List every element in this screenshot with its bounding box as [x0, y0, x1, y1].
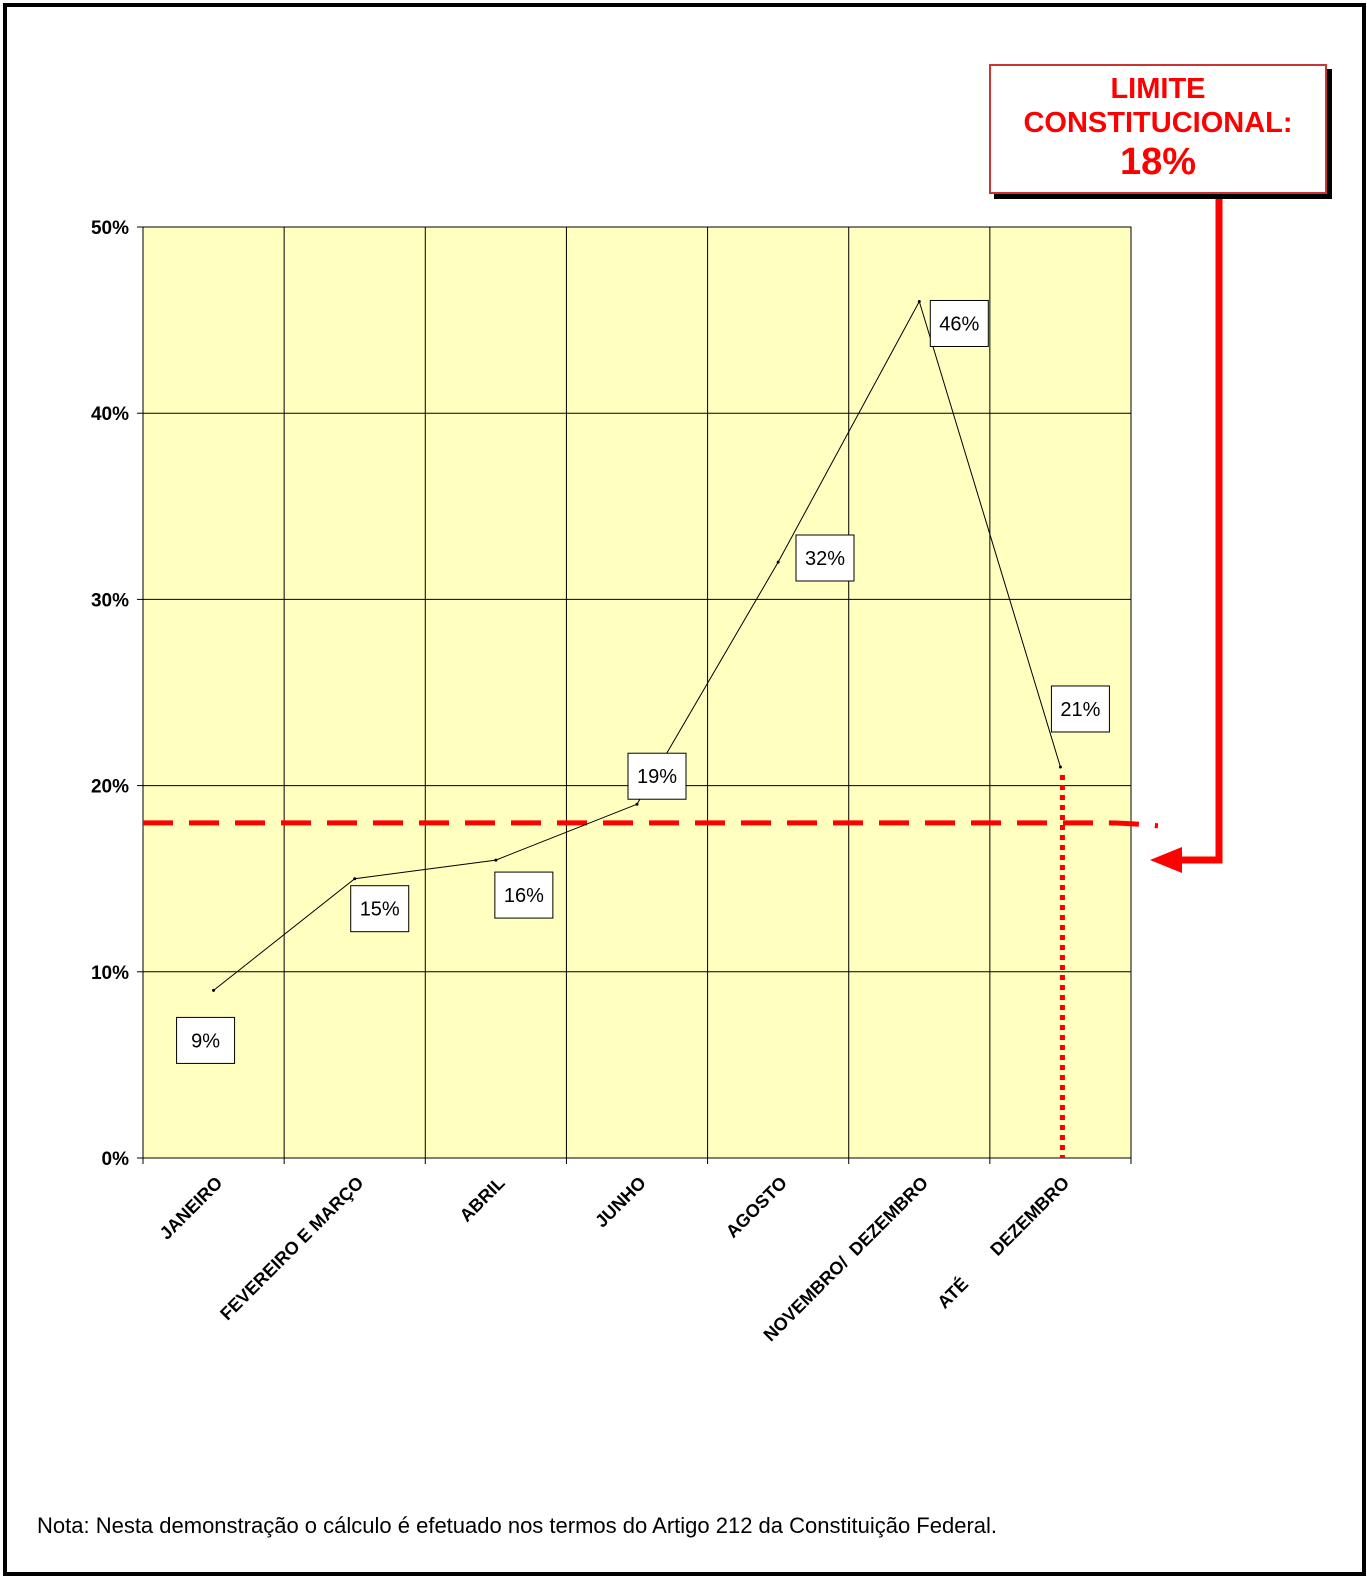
x-tick-label: NOVEMBRO/ DEZEMBRO	[760, 1173, 933, 1346]
limit-arrow-shaft	[1178, 198, 1223, 864]
data-label-box	[929, 299, 989, 347]
limit-callout-value: 18%	[1119, 141, 1197, 183]
x-tick-label: JANEIRO	[156, 1173, 227, 1244]
limit-callout-box: LIMITE CONSTITUCIONAL: 18%	[989, 64, 1327, 194]
page-frame	[3, 3, 1366, 1576]
data-label-box	[1050, 685, 1110, 733]
y-tick-label: 20%	[91, 777, 129, 798]
data-label: 21%	[1060, 699, 1100, 721]
x-tick-label: AGOSTO	[722, 1173, 791, 1242]
limit-reference-line	[143, 820, 1159, 829]
y-tick-label: 50%	[91, 218, 129, 239]
limit-callout-line1: LIMITE	[1110, 73, 1206, 105]
plot-area	[142, 226, 1132, 1159]
footnote: Nota: Nesta demonstração o cálculo é efe…	[37, 1513, 998, 1538]
y-tick-label: 0%	[102, 1149, 130, 1170]
limit-arrow-head	[1150, 847, 1182, 873]
data-label: 46%	[939, 313, 979, 335]
x-tick-label: JUNHO	[591, 1173, 650, 1232]
data-label: 9%	[191, 1030, 220, 1052]
data-label: 16%	[504, 885, 544, 907]
data-label: 32%	[805, 548, 845, 570]
data-label-box	[494, 871, 554, 919]
x-tick-label: ATÉ DEZEMBRO	[933, 1172, 1073, 1312]
data-label: 19%	[637, 766, 677, 788]
x-tick-label: ABRIL	[456, 1173, 509, 1226]
data-point	[494, 858, 498, 862]
data-label-box	[350, 885, 410, 933]
data-point	[917, 299, 921, 303]
data-point	[1058, 765, 1062, 769]
y-tick-label: 10%	[91, 963, 129, 984]
limit-callout-line2: CONSTITUCIONAL:	[1023, 107, 1293, 139]
data-label: 15%	[360, 899, 400, 921]
y-tick-label: 30%	[91, 590, 129, 611]
data-point	[353, 877, 357, 881]
y-tick-label: 40%	[91, 404, 129, 425]
data-label-box	[795, 534, 855, 582]
x-tick-label: FEVEREIRO E MARÇO	[216, 1173, 367, 1324]
data-point	[635, 802, 639, 806]
data-point	[776, 560, 780, 564]
data-label-box	[176, 1016, 236, 1064]
data-point	[212, 988, 216, 992]
data-label-box	[627, 752, 687, 800]
